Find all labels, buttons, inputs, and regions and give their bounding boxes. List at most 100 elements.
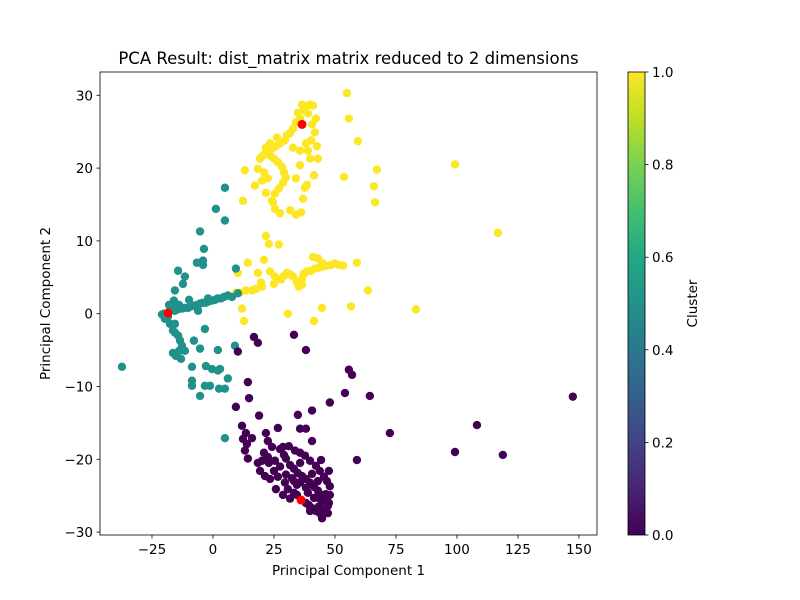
point-cluster-0.5 [203, 294, 213, 303]
point-cluster-1 [253, 164, 263, 174]
point-cluster-1 [493, 228, 503, 238]
point-cluster-0 [498, 450, 508, 460]
point-cluster-1 [288, 143, 298, 152]
point-cluster-1 [339, 172, 349, 182]
point-cluster-0.5 [174, 300, 184, 310]
point-cluster-0 [472, 420, 482, 430]
centroid-marker [163, 308, 173, 318]
x-tick-label: 150 [566, 542, 592, 558]
point-cluster-0.5 [176, 354, 186, 364]
point-cluster-0 [265, 474, 275, 484]
point-cluster-0.5 [170, 286, 180, 295]
point-cluster-1 [256, 278, 266, 287]
point-cluster-0.5 [170, 306, 180, 315]
point-cluster-0 [287, 474, 297, 483]
point-cluster-0 [301, 424, 311, 433]
point-cluster-1 [270, 272, 280, 281]
point-cluster-0 [316, 455, 326, 465]
point-cluster-0 [242, 439, 252, 449]
colorbar-tick-label: 0.2 [652, 435, 673, 451]
point-cluster-1 [272, 133, 282, 142]
point-cluster-0.5 [199, 244, 209, 254]
point-cluster-0 [307, 469, 317, 479]
point-cluster-0 [365, 391, 375, 401]
y-tick-label: −30 [65, 525, 94, 541]
y-tick-label: 0 [84, 307, 93, 323]
point-cluster-0 [568, 392, 578, 401]
point-cluster-0 [244, 393, 254, 403]
x-tick-label: 75 [387, 542, 404, 558]
point-cluster-1 [310, 128, 320, 137]
point-cluster-1 [291, 174, 301, 183]
point-cluster-0 [352, 455, 362, 465]
point-cluster-0 [347, 370, 357, 380]
y-tick-label: −20 [65, 452, 94, 468]
point-cluster-0 [307, 436, 317, 446]
point-cluster-0 [323, 508, 333, 518]
point-cluster-0 [295, 424, 305, 433]
point-cluster-0 [317, 514, 327, 523]
point-cluster-0 [240, 446, 250, 455]
point-cluster-0 [247, 433, 257, 443]
point-cluster-1 [309, 171, 319, 180]
x-tick-label: 125 [505, 542, 531, 558]
point-cluster-0.5 [184, 295, 194, 305]
point-cluster-1 [353, 136, 363, 146]
point-cluster-0.5 [205, 381, 215, 390]
point-cluster-0.5 [164, 300, 174, 310]
point-cluster-0.5 [233, 289, 243, 298]
colorbar: 0.0 0.2 0.4 0.6 0.8 1.0 [627, 65, 673, 544]
point-cluster-1 [372, 165, 382, 174]
point-cluster-0 [303, 488, 313, 497]
point-cluster-0.5 [187, 381, 197, 390]
point-cluster-1 [303, 146, 313, 155]
point-cluster-1 [240, 166, 250, 175]
point-cluster-0.5 [180, 346, 190, 356]
point-cluster-1 [285, 206, 295, 215]
point-cluster-1 [268, 198, 278, 207]
point-cluster-1 [283, 309, 293, 318]
point-cluster-1 [255, 154, 265, 163]
point-cluster-1 [275, 209, 285, 218]
y-tick-label: −10 [65, 379, 94, 395]
colorbar-gradient [627, 71, 646, 536]
point-cluster-0.5 [189, 336, 199, 345]
point-cluster-1 [352, 258, 362, 267]
plot-area [117, 88, 578, 523]
point-cluster-1 [243, 258, 253, 267]
point-cluster-0 [281, 470, 291, 479]
point-cluster-1 [317, 303, 327, 313]
point-cluster-1 [370, 198, 380, 207]
point-cluster-1 [302, 180, 312, 190]
colorbar-tick-label: 0.0 [652, 528, 673, 544]
point-cluster-0.5 [231, 264, 241, 273]
point-cluster-0.5 [198, 256, 208, 265]
point-cluster-1 [257, 176, 267, 185]
point-cluster-0.5 [168, 348, 178, 358]
point-cluster-0.5 [220, 384, 230, 393]
point-cluster-0 [300, 451, 310, 460]
point-cluster-0.5 [170, 319, 180, 329]
point-cluster-1 [369, 182, 379, 191]
point-cluster-0 [289, 330, 299, 340]
point-cluster-0 [292, 480, 302, 489]
point-cluster-0 [253, 338, 263, 348]
point-cluster-0 [305, 456, 315, 465]
point-cluster-1 [297, 280, 307, 289]
point-cluster-1 [261, 231, 271, 240]
point-cluster-0 [450, 447, 460, 457]
point-cluster-0 [324, 498, 334, 508]
point-cluster-1 [313, 154, 323, 163]
point-cluster-1 [261, 188, 271, 198]
point-cluster-0.5 [173, 266, 183, 275]
point-cluster-0.5 [214, 384, 224, 393]
point-cluster-1 [247, 286, 257, 295]
point-cluster-1 [342, 88, 352, 98]
x-tick-label: −25 [138, 542, 167, 558]
point-cluster-1 [317, 258, 327, 267]
y-tick-label: 20 [76, 161, 93, 177]
point-cluster-0 [284, 441, 294, 451]
point-cluster-1 [239, 316, 249, 326]
point-cluster-0 [254, 411, 264, 420]
